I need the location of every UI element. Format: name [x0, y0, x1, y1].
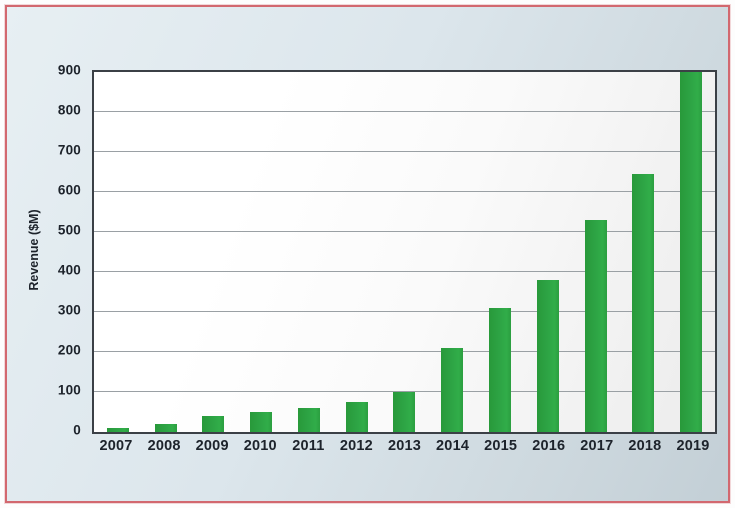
gridline-800 [94, 111, 715, 113]
bar-2018 [632, 174, 655, 432]
gridline-500 [94, 231, 715, 232]
y-axis-tick-labels: 0 100 200 300 400 500 600 700 800 900 [43, 63, 87, 438]
x-tick-label-2010: 2010 [243, 438, 277, 454]
bar-2010 [250, 412, 273, 432]
y-tick-label-200: 200 [57, 342, 81, 358]
bar-2009 [202, 416, 225, 432]
x-tick-label-2007: 2007 [99, 438, 133, 454]
bar-slot-2018 [619, 72, 667, 432]
x-tick-label-2015: 2015 [484, 438, 518, 454]
plot-area [92, 70, 717, 434]
bar-slot-2009 [190, 72, 238, 432]
bar-slot-2016 [524, 72, 572, 432]
bar-slot-2008 [142, 72, 190, 432]
gridline-400 [94, 271, 715, 273]
x-axis-tick-labels: 2007 2008 2009 2010 2011 2012 2013 2014 2015 2016… [92, 438, 717, 458]
x-tick-label-2019: 2019 [676, 438, 710, 454]
bar-slot-2017 [572, 72, 620, 432]
bar-2013 [393, 392, 416, 432]
x-tick-label-2009: 2009 [195, 438, 229, 454]
bars-row [94, 72, 715, 432]
x-tick-label-2012: 2012 [339, 438, 373, 454]
bar-2007 [106, 428, 129, 432]
bar-slot-2012 [333, 72, 381, 432]
y-tick-label-700: 700 [57, 142, 81, 158]
gridline-200 [94, 351, 715, 353]
bar-slot-2019 [667, 72, 715, 432]
bar-slot-2015 [476, 72, 524, 432]
y-tick-label-900: 900 [57, 62, 81, 78]
gridline-100 [94, 391, 715, 393]
y-tick-label-0: 0 [73, 422, 81, 438]
y-axis-title: Revenue ($M) [27, 209, 41, 291]
gridline-700 [94, 151, 715, 152]
x-tick-label-2016: 2016 [532, 438, 566, 454]
bar-2015 [489, 308, 511, 432]
x-tick-label-2014: 2014 [436, 438, 470, 454]
x-tick-label-2017: 2017 [580, 438, 614, 454]
bar-slot-2014 [428, 72, 476, 432]
y-tick-label-400: 400 [57, 262, 81, 278]
bar-slot-2011 [285, 72, 333, 432]
x-tick-label-2011: 2011 [292, 438, 325, 454]
bar-slot-2013 [381, 72, 429, 432]
x-tick-label-2013: 2013 [387, 438, 422, 454]
bar-2014 [441, 348, 464, 432]
bar-slot-2007 [94, 72, 142, 432]
y-tick-label-100: 100 [57, 382, 81, 398]
bar-2012 [345, 402, 368, 432]
bar-2008 [154, 424, 177, 432]
y-tick-label-600: 600 [57, 182, 81, 198]
bar-slot-2010 [237, 72, 285, 432]
gridline-600 [94, 191, 715, 192]
bar-2017 [584, 220, 607, 432]
bar-2016 [536, 280, 559, 432]
gridline-300 [94, 311, 715, 312]
chart-panel: 0 100 200 300 400 500 600 700 800 900 2007 2008 200… [5, 5, 730, 503]
bar-2011 [297, 408, 320, 432]
bar-2019 [680, 72, 703, 432]
y-tick-label-300: 300 [57, 302, 81, 318]
y-tick-label-800: 800 [57, 102, 81, 118]
x-tick-label-2008: 2008 [147, 438, 181, 454]
x-tick-label-2018: 2018 [628, 438, 662, 454]
y-tick-label-500: 500 [57, 222, 81, 238]
